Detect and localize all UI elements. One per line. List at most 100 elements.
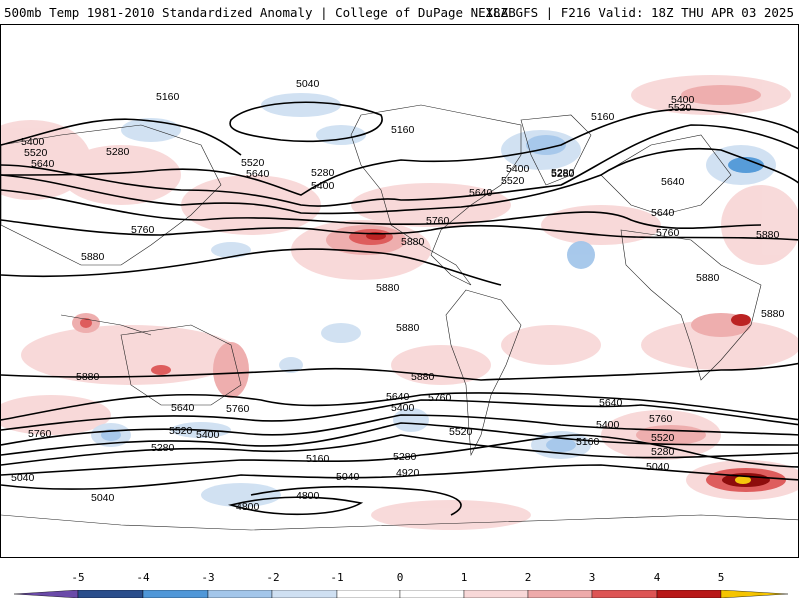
contour-label: 5640 (469, 187, 493, 199)
contour-label: 4800 (296, 490, 320, 502)
contour-4920-south (250, 485, 462, 516)
contour-label: 5880 (761, 308, 785, 320)
colorbar-neg2 (207, 590, 273, 598)
colorbar-tick: 2 (524, 571, 532, 584)
contour-label: 5880 (81, 251, 105, 263)
contour-5040-north (229, 101, 383, 143)
contour-label: 5760 (28, 428, 52, 440)
contour-5640-south (1, 399, 798, 431)
contour-5880-tropics (1, 362, 798, 381)
contour-5760-south (1, 392, 798, 421)
contour-label: 5280 (651, 446, 675, 458)
contour-label: 5400 (196, 429, 220, 441)
contour-5520-north (1, 147, 798, 215)
contour-label: 5640 (661, 176, 685, 188)
contour-label: 5640 (246, 168, 270, 180)
contour-label: 5520 (651, 432, 675, 444)
contour-label: 5640 (599, 397, 623, 409)
anomaly-map: 5160 5040 5400 5520 5280 5160 5160 5400 … (1, 75, 798, 531)
coast-europe (600, 134, 732, 216)
contour-label: 5640 (651, 207, 675, 219)
contour-label: 5880 (401, 236, 425, 248)
colorbar-tick: 0 (396, 571, 404, 584)
coast-australia (120, 324, 242, 406)
colorbar-neg3 (142, 590, 209, 598)
contour-label: 5880 (396, 322, 420, 334)
contour-label: 5400 (596, 419, 620, 431)
contour-5280-north (1, 108, 798, 196)
contour-label: 5520 (501, 175, 525, 187)
contour-label: 5880 (696, 272, 720, 284)
contour-5640-north (1, 189, 762, 230)
colorbar (14, 590, 788, 598)
colorbar-tick-labels: -5 -4 -3 -2 -1 0 1 2 3 4 5 (0, 571, 800, 587)
contour-label: 5400 (21, 136, 45, 148)
contour-5280-south (1, 434, 798, 466)
colorbar-neg1 (271, 590, 338, 598)
contour-label: 5520 (668, 102, 692, 114)
contour-label: 5400 (671, 94, 695, 106)
colorbar-pos5 (720, 590, 788, 598)
contour-label: 5520 (24, 147, 48, 159)
contour-label: 5280 (311, 167, 335, 179)
contour-label: 5280 (106, 146, 130, 158)
contour-5520-south (1, 414, 798, 446)
colorbar-pos4 (656, 590, 722, 598)
contour-label: 5640 (386, 391, 410, 403)
colorbar-pos2 (527, 590, 593, 598)
colorbar-tick: -1 (330, 571, 344, 584)
contour-5400-south (1, 422, 798, 456)
colorbar-tick: -5 (71, 571, 85, 584)
colorbar-tick: -2 (266, 571, 280, 584)
contour-5400-north (1, 124, 798, 207)
contour-label: 5760 (131, 224, 155, 236)
contour-label: 5520 (241, 157, 265, 169)
colorbar-neg5 (14, 590, 79, 598)
coast-antarctica (1, 514, 798, 531)
contour-5160-south (1, 434, 798, 476)
contour-label: 5040 (646, 461, 670, 473)
colorbar-tick: 5 (717, 571, 725, 584)
contour-label: 5760 (649, 413, 673, 425)
contour-label: 5640 (171, 402, 195, 414)
contour-5760-north (1, 219, 798, 241)
contour-5160-north (1, 118, 242, 156)
contour-label: 5520 (449, 426, 473, 438)
contour-label: 5760 (656, 227, 680, 239)
coast-north-america (350, 104, 522, 286)
contour-label: 5280 (551, 168, 575, 180)
colorbar-tick: 1 (460, 571, 468, 584)
contour-label: 5880 (756, 229, 780, 241)
contour-5880-north (1, 248, 502, 286)
contour-label: 5760 (428, 392, 452, 404)
contour-label: 5880 (376, 282, 400, 294)
contour-label: 5400 (311, 180, 335, 192)
contour-label: 5040 (11, 472, 35, 484)
contour-label: 5280 (151, 442, 175, 454)
contour-label: 5760 (426, 215, 450, 227)
coastlines (1, 104, 798, 531)
contour-label: 5640 (31, 158, 55, 170)
contour-label: 5280 (393, 451, 417, 463)
contour-label: 5520 (169, 425, 193, 437)
colorbar-tick: -4 (136, 571, 150, 584)
map-title: 500mb Temp 1981-2010 Standardized Anomal… (4, 5, 516, 20)
contour-label: 5400 (391, 402, 415, 414)
contour-label: 5040 (296, 78, 320, 90)
map-panel: 5160 5040 5400 5520 5280 5160 5160 5400 … (0, 24, 799, 558)
colorbar-pos1 (463, 590, 529, 598)
colorbar-neg4 (77, 590, 144, 598)
colorbar-pos3 (591, 590, 658, 598)
contour-label: 5160 (591, 111, 615, 123)
coast-indonesia (60, 314, 152, 336)
contour-label: 5880 (76, 371, 100, 383)
colorbar-zero-pos (399, 590, 465, 598)
model-valid-time: 18Z GFS | F216 Valid: 18Z THU APR 03 202… (485, 5, 794, 20)
contour-label: 5040 (91, 492, 115, 504)
coast-asia (1, 124, 222, 266)
colorbar-zero-neg (336, 590, 401, 598)
positive-anomaly-shading (1, 75, 798, 530)
contour-label: 4920 (396, 467, 420, 479)
contour-label: 5160 (391, 124, 415, 136)
contour-label: 5880 (411, 371, 435, 383)
